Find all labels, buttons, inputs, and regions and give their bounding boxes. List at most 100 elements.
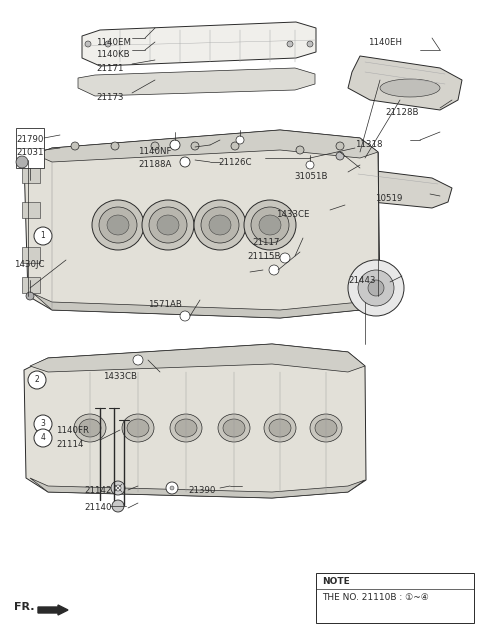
- Circle shape: [133, 355, 143, 365]
- Polygon shape: [78, 68, 315, 96]
- Ellipse shape: [107, 215, 129, 235]
- Circle shape: [151, 142, 159, 150]
- Ellipse shape: [149, 207, 187, 243]
- Polygon shape: [22, 277, 40, 293]
- Text: 21115B: 21115B: [247, 252, 280, 261]
- Ellipse shape: [218, 414, 250, 442]
- Polygon shape: [22, 202, 40, 218]
- Ellipse shape: [310, 414, 342, 442]
- Text: 1433CB: 1433CB: [103, 372, 137, 381]
- Ellipse shape: [99, 207, 137, 243]
- Ellipse shape: [142, 200, 194, 250]
- Text: 2: 2: [35, 375, 39, 385]
- Circle shape: [336, 152, 344, 160]
- Text: 21171: 21171: [96, 64, 123, 73]
- Circle shape: [306, 161, 314, 169]
- Text: 1140EH: 1140EH: [368, 38, 402, 47]
- Circle shape: [296, 146, 304, 154]
- Text: 1140EM: 1140EM: [96, 38, 131, 47]
- Ellipse shape: [157, 215, 179, 235]
- Text: 11318: 11318: [355, 140, 383, 149]
- FancyArrow shape: [38, 605, 68, 615]
- Circle shape: [358, 270, 394, 306]
- Text: 21117: 21117: [252, 238, 279, 247]
- Circle shape: [348, 260, 404, 316]
- Polygon shape: [24, 344, 366, 498]
- Text: 1430JC: 1430JC: [14, 260, 45, 269]
- Ellipse shape: [122, 414, 154, 442]
- Polygon shape: [30, 344, 365, 372]
- Text: 31051B: 31051B: [294, 172, 327, 181]
- Text: 1571AB: 1571AB: [148, 300, 182, 309]
- Circle shape: [307, 41, 313, 47]
- Ellipse shape: [74, 414, 106, 442]
- Text: 21188A: 21188A: [138, 160, 171, 169]
- Circle shape: [231, 142, 239, 150]
- Circle shape: [287, 41, 293, 47]
- Circle shape: [34, 415, 52, 433]
- Circle shape: [111, 481, 125, 495]
- Ellipse shape: [315, 419, 337, 437]
- Bar: [316, 573, 474, 623]
- Circle shape: [236, 136, 244, 144]
- Circle shape: [105, 41, 111, 47]
- Circle shape: [28, 371, 46, 389]
- Text: 3: 3: [41, 420, 46, 429]
- Ellipse shape: [259, 215, 281, 235]
- Circle shape: [34, 429, 52, 447]
- Text: FR.: FR.: [14, 602, 35, 612]
- Circle shape: [26, 292, 34, 300]
- Ellipse shape: [170, 414, 202, 442]
- Circle shape: [170, 486, 174, 490]
- Circle shape: [112, 500, 124, 512]
- Polygon shape: [30, 478, 365, 498]
- Circle shape: [280, 253, 290, 263]
- Text: 1140FR: 1140FR: [56, 426, 89, 435]
- Circle shape: [269, 265, 279, 275]
- Text: 21443: 21443: [348, 276, 375, 285]
- Circle shape: [71, 142, 79, 150]
- Text: 1: 1: [41, 232, 46, 240]
- Polygon shape: [34, 294, 378, 318]
- Ellipse shape: [79, 419, 101, 437]
- Text: NOTE: NOTE: [322, 577, 350, 586]
- Circle shape: [16, 156, 28, 168]
- Ellipse shape: [194, 200, 246, 250]
- Ellipse shape: [380, 79, 440, 97]
- Ellipse shape: [244, 200, 296, 250]
- Circle shape: [180, 311, 190, 321]
- Text: 21173: 21173: [96, 93, 123, 102]
- Circle shape: [180, 157, 190, 167]
- Text: THE NO. 21110B : ①~④: THE NO. 21110B : ①~④: [322, 593, 429, 602]
- Ellipse shape: [201, 207, 239, 243]
- Polygon shape: [24, 130, 380, 318]
- Ellipse shape: [92, 200, 144, 250]
- Text: 1140KB: 1140KB: [96, 50, 130, 59]
- Ellipse shape: [127, 419, 149, 437]
- Ellipse shape: [264, 414, 296, 442]
- Ellipse shape: [223, 419, 245, 437]
- Ellipse shape: [209, 215, 231, 235]
- Text: 21114: 21114: [56, 440, 84, 449]
- Text: 21126C: 21126C: [218, 158, 252, 167]
- Polygon shape: [82, 22, 316, 66]
- Text: 10519: 10519: [375, 194, 402, 203]
- Polygon shape: [22, 247, 40, 263]
- Circle shape: [166, 482, 178, 494]
- Text: 21031: 21031: [16, 148, 44, 157]
- Polygon shape: [348, 56, 462, 110]
- Circle shape: [170, 140, 180, 150]
- Circle shape: [111, 142, 119, 150]
- Text: 21128B: 21128B: [385, 108, 419, 117]
- Polygon shape: [22, 167, 40, 183]
- Circle shape: [85, 41, 91, 47]
- Ellipse shape: [175, 419, 197, 437]
- Text: 21790: 21790: [16, 135, 43, 144]
- Polygon shape: [336, 168, 452, 208]
- Ellipse shape: [269, 419, 291, 437]
- Text: 21390: 21390: [188, 486, 216, 495]
- Text: 4: 4: [41, 434, 46, 443]
- Polygon shape: [34, 130, 378, 162]
- Text: 1140NF: 1140NF: [138, 147, 171, 156]
- Circle shape: [368, 280, 384, 296]
